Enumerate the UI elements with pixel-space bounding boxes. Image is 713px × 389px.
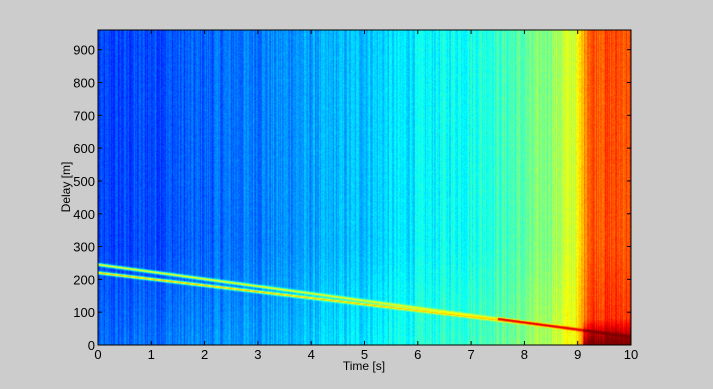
x-tick-label: 0 xyxy=(94,347,101,362)
x-axis-label: Time [s] xyxy=(343,359,385,373)
y-tick-label: 600 xyxy=(73,141,95,156)
x-tick-label: 3 xyxy=(254,347,261,362)
y-tick-label: 200 xyxy=(73,272,95,287)
y-tick-label: 400 xyxy=(73,207,95,222)
y-tick-label: 100 xyxy=(73,305,95,320)
y-axis-label: Delay [m] xyxy=(59,162,73,213)
x-tick-label: 10 xyxy=(624,347,638,362)
x-tick-label: 2 xyxy=(201,347,208,362)
y-axis: 0 100 200 300 400 500 600 700 800 900 xyxy=(73,43,631,353)
x-tick-label: 9 xyxy=(574,347,581,362)
y-tick-label: 800 xyxy=(73,76,95,91)
x-tick-label: 6 xyxy=(414,347,421,362)
y-tick-label: 500 xyxy=(73,174,95,189)
x-tick-label: 1 xyxy=(148,347,155,362)
heatmap-image xyxy=(98,30,631,345)
y-tick-label: 0 xyxy=(88,338,95,353)
plot-frame xyxy=(97,29,632,346)
y-tick-label: 700 xyxy=(73,108,95,123)
x-tick-label: 7 xyxy=(467,347,474,362)
y-tick-label: 900 xyxy=(73,43,95,58)
x-axis: 0 1 2 3 4 5 6 7 8 9 10 xyxy=(94,30,638,362)
x-tick-label: 5 xyxy=(361,347,368,362)
x-tick-label: 4 xyxy=(308,347,315,362)
x-tick-label: 8 xyxy=(521,347,528,362)
y-tick-label: 300 xyxy=(73,240,95,255)
